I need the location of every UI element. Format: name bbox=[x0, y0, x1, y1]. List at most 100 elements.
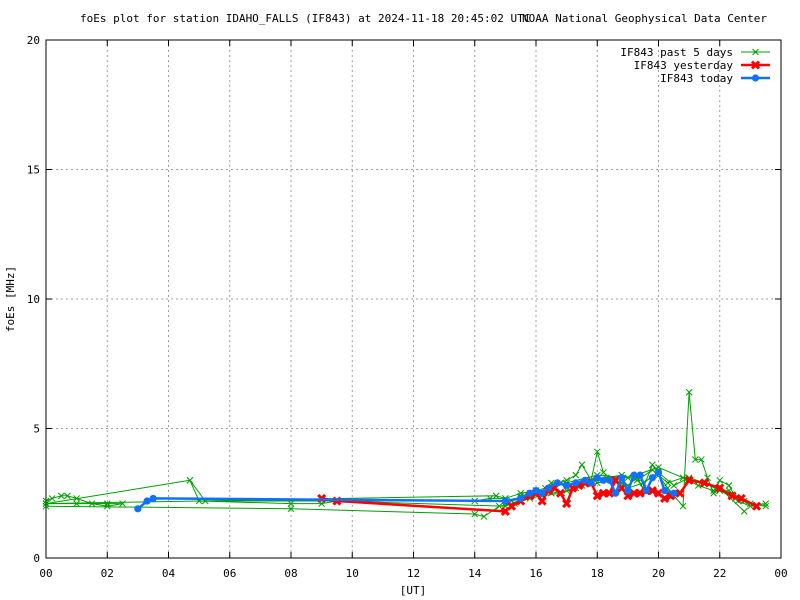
series-point bbox=[42, 502, 50, 510]
y-axis-label: foEs [MHz] bbox=[4, 266, 17, 332]
series-point bbox=[685, 388, 693, 396]
series-point bbox=[751, 74, 760, 82]
series-point bbox=[555, 488, 566, 498]
series-point bbox=[649, 461, 656, 469]
chart-title: foEs plot for station IDAHO_FALLS (IF843… bbox=[80, 12, 530, 25]
series-point bbox=[660, 493, 670, 503]
series-point bbox=[698, 456, 705, 463]
series-point bbox=[103, 500, 111, 507]
series-point bbox=[572, 479, 580, 487]
series-point bbox=[532, 487, 540, 495]
series-point bbox=[600, 469, 607, 476]
series-point bbox=[670, 489, 678, 497]
series-point bbox=[751, 501, 762, 511]
x-tick-label: 12 bbox=[407, 567, 420, 580]
series-layer bbox=[42, 388, 770, 520]
series-point bbox=[57, 492, 65, 500]
series-point bbox=[750, 60, 761, 70]
x-tick-label: 20 bbox=[652, 567, 665, 580]
series-point bbox=[587, 479, 595, 487]
series-point bbox=[562, 499, 572, 509]
series-point bbox=[716, 476, 724, 484]
series-point bbox=[604, 488, 615, 498]
series-point bbox=[287, 500, 295, 507]
series-point bbox=[736, 493, 746, 503]
series-point bbox=[618, 474, 626, 482]
x-axis-label: [UT] bbox=[400, 584, 427, 597]
series-point bbox=[710, 487, 717, 495]
series-point bbox=[611, 475, 621, 485]
x-tick-label: 10 bbox=[346, 567, 359, 580]
series-point bbox=[572, 471, 580, 479]
series-point bbox=[526, 489, 534, 497]
series-point bbox=[592, 491, 602, 501]
x-tick-label: 04 bbox=[162, 567, 176, 580]
chart-subtitle: NOAA National Geophysical Data Center bbox=[522, 12, 767, 25]
legend-label: IF843 yesterday bbox=[634, 59, 734, 72]
series-point bbox=[642, 487, 650, 495]
series-point bbox=[612, 489, 620, 497]
series-point bbox=[661, 487, 669, 495]
series-point bbox=[287, 505, 295, 513]
series-point bbox=[42, 500, 50, 507]
series-point bbox=[710, 489, 717, 497]
x-tick-label: 22 bbox=[713, 567, 726, 580]
series-point bbox=[679, 502, 687, 510]
series-point bbox=[506, 501, 517, 511]
series-point bbox=[517, 489, 525, 497]
series-point bbox=[149, 494, 157, 503]
y-tick-label: 15 bbox=[27, 164, 40, 177]
x-tick-label: 06 bbox=[223, 567, 236, 580]
series-point bbox=[740, 508, 748, 515]
legend-label: IF843 past 5 days bbox=[620, 46, 733, 59]
series-point bbox=[581, 476, 589, 484]
y-tick-label: 10 bbox=[27, 293, 40, 306]
series-point bbox=[563, 487, 570, 495]
series-point bbox=[186, 476, 194, 484]
series-point bbox=[623, 491, 633, 501]
series-point bbox=[593, 474, 601, 482]
series-point bbox=[119, 500, 126, 507]
series-point bbox=[655, 463, 662, 471]
series-point bbox=[636, 471, 644, 479]
series-point bbox=[88, 500, 96, 507]
series-line bbox=[45, 391, 766, 507]
series-point bbox=[64, 492, 71, 500]
x-tick-label: 08 bbox=[284, 567, 297, 580]
series-group bbox=[134, 468, 678, 513]
series-point bbox=[715, 483, 725, 493]
series-point bbox=[537, 496, 547, 506]
series-point bbox=[593, 448, 601, 456]
series-point bbox=[630, 471, 638, 479]
series-point bbox=[492, 492, 500, 500]
series-point bbox=[699, 478, 709, 488]
x-tick-label: 02 bbox=[101, 567, 114, 580]
series-point bbox=[605, 476, 614, 484]
series-point bbox=[647, 486, 657, 496]
series-point bbox=[134, 505, 142, 513]
series-point bbox=[691, 456, 699, 463]
series-point bbox=[624, 487, 632, 495]
series-point bbox=[654, 468, 663, 477]
series-point bbox=[501, 497, 509, 505]
series-point bbox=[471, 510, 479, 518]
series-point bbox=[624, 474, 632, 482]
series-point bbox=[143, 497, 151, 505]
series-point bbox=[725, 482, 733, 489]
y-tick-label: 20 bbox=[27, 34, 40, 47]
y-tick-label: 0 bbox=[33, 552, 40, 565]
series-point bbox=[103, 502, 111, 510]
series-point bbox=[752, 48, 759, 56]
x-tick-label: 00 bbox=[774, 567, 787, 580]
series-point bbox=[599, 476, 607, 484]
series-point bbox=[727, 491, 737, 501]
series-point bbox=[670, 482, 678, 489]
series-point bbox=[578, 461, 586, 469]
series-point bbox=[675, 488, 685, 498]
series-point bbox=[480, 513, 488, 520]
series-point bbox=[664, 479, 672, 487]
series-point bbox=[762, 502, 770, 510]
